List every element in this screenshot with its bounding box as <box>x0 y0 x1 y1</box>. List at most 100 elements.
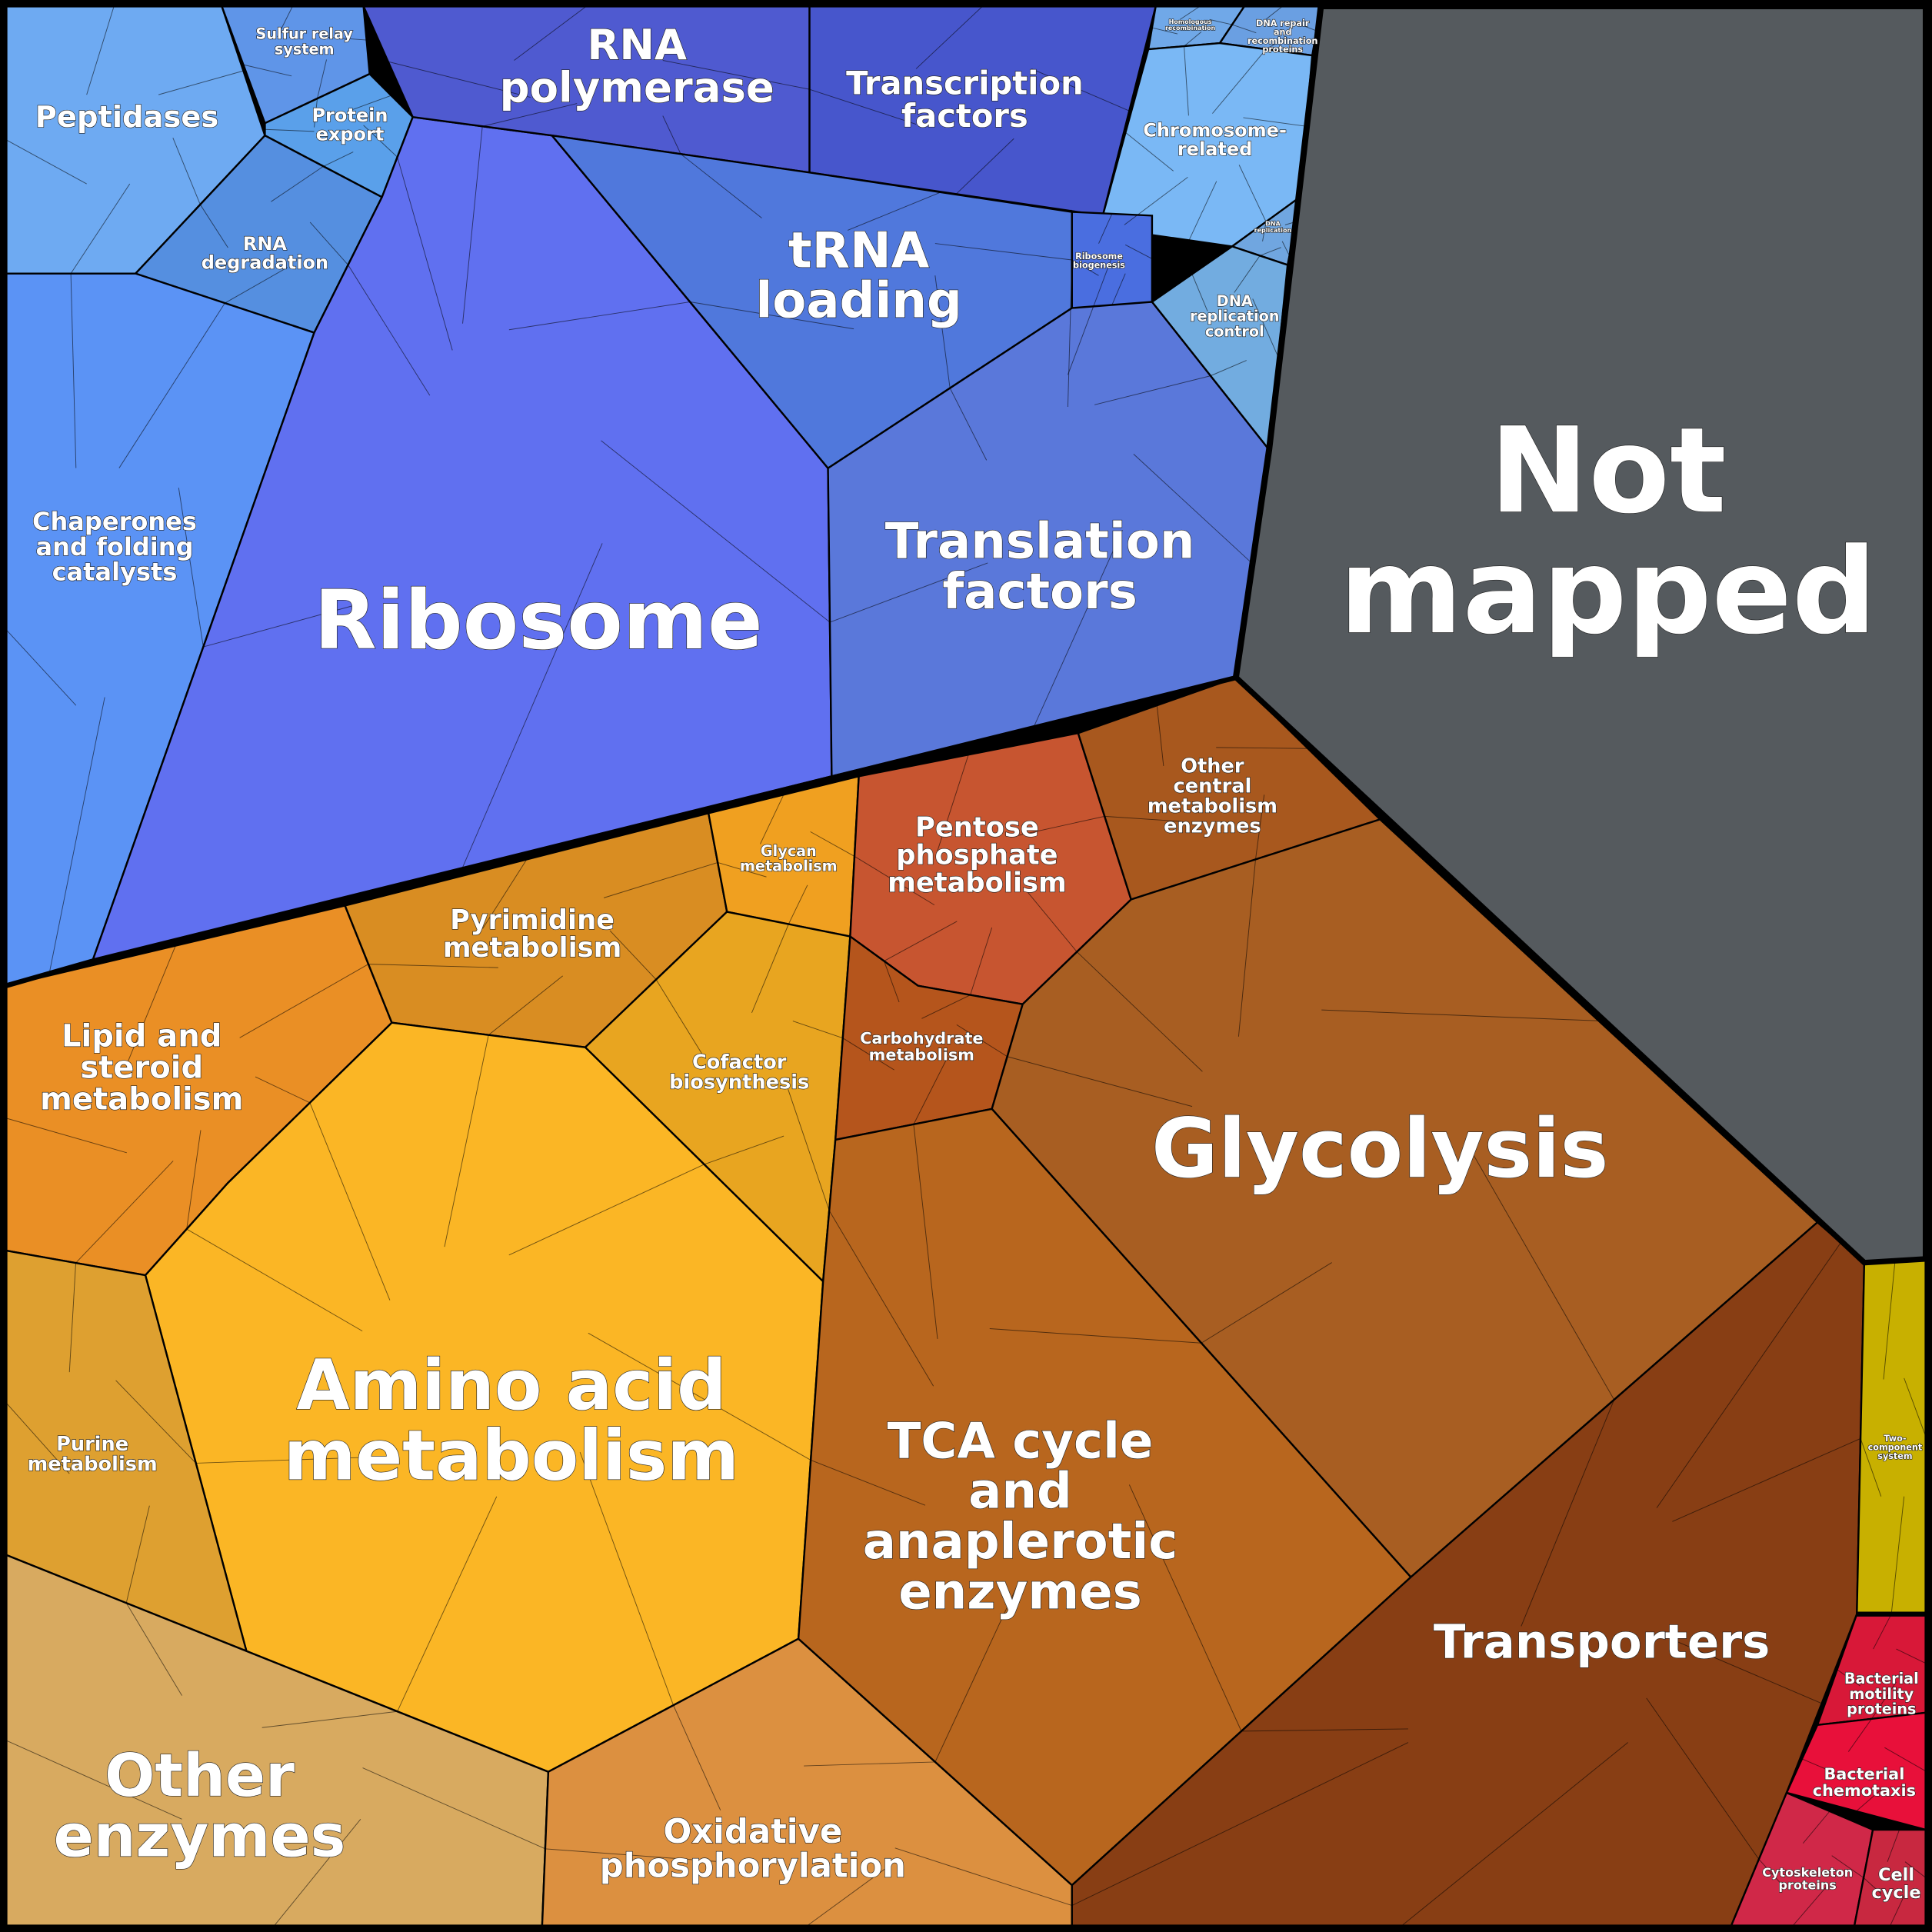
label-line: Cofactor <box>692 1051 787 1074</box>
region-label: Transcription factors <box>846 65 1084 135</box>
label-line: phosphorylation <box>600 1847 906 1885</box>
cell-edge <box>588 1332 811 1461</box>
cell-edge <box>178 488 204 648</box>
label-line: RNA <box>587 20 687 69</box>
cell-edge <box>199 204 228 248</box>
label-line: factors <box>942 563 1137 620</box>
label-line: Ribosome <box>314 573 762 668</box>
label-line: metabolism <box>1148 795 1277 818</box>
cell-edge <box>1179 5 1201 20</box>
cell-edge <box>115 1380 197 1464</box>
cell-edge <box>970 927 993 995</box>
cell-edge <box>854 856 935 906</box>
label-line: TCA cycle <box>888 1413 1154 1470</box>
cell-edge <box>1191 274 1208 311</box>
cell-edge <box>1656 1242 1841 1508</box>
cell-edge <box>1151 27 1178 35</box>
cell-edge <box>514 5 587 61</box>
label-line: DNA <box>1265 220 1281 227</box>
cell-edge <box>118 302 225 468</box>
cell-edge <box>397 1496 498 1712</box>
label-line: catalysts <box>52 558 178 587</box>
cell-edge <box>1124 244 1153 259</box>
cell-edge <box>1184 46 1189 116</box>
cell-edge <box>894 1847 1072 1907</box>
label-line: component <box>1868 1442 1923 1452</box>
cell-edge <box>1801 1758 1839 1775</box>
label-line: Bacterial <box>1824 1765 1904 1784</box>
cell-edge <box>673 1705 721 1810</box>
cell-edge <box>1104 815 1181 822</box>
label-line: Glycan <box>761 841 817 859</box>
cell-edge <box>70 273 77 468</box>
label-line: Other <box>105 1742 295 1810</box>
cell-edge <box>1071 1742 1409 1906</box>
cells <box>5 5 1927 1927</box>
cell-edge <box>225 267 288 304</box>
region-label: Other central metabolism enzymes <box>1148 754 1277 838</box>
region-label: Homologous recombination <box>1165 18 1216 31</box>
cell-edge <box>921 994 971 1019</box>
cell-edge <box>86 5 115 95</box>
region-label: Glycolysis <box>1151 1101 1608 1196</box>
cell-edge <box>70 183 131 274</box>
cell-edge <box>265 128 315 132</box>
label-line: and folding <box>35 532 193 561</box>
cell-edge <box>1007 1056 1193 1108</box>
cell-edge <box>1156 705 1164 766</box>
cell-edge <box>545 1848 719 1862</box>
label-line: replication <box>1190 307 1279 325</box>
cell-edge <box>1133 454 1253 565</box>
label-line: enzymes <box>898 1564 1142 1621</box>
cell-edge <box>1071 259 1099 276</box>
cell-edge <box>1094 375 1211 405</box>
region-label: DNA replication control <box>1190 292 1279 340</box>
cell-edge <box>603 861 718 898</box>
cell-edge <box>324 36 367 41</box>
cell-edge <box>934 1587 1017 1763</box>
label-line: replication <box>1254 226 1292 233</box>
cell-edge <box>172 138 201 205</box>
region-label: Purine metabolism <box>28 1433 158 1476</box>
region-label: DNA replication <box>1254 220 1292 233</box>
cell-edge <box>397 157 453 351</box>
cell-edge <box>601 440 831 623</box>
cell-edge <box>1890 1496 1905 1614</box>
region-label: Pentose phosphate metabolism <box>888 811 1067 898</box>
cell-edge <box>482 103 578 127</box>
cell-edge <box>1262 222 1267 242</box>
label-line: and <box>968 1463 1072 1520</box>
cell-edge <box>462 126 483 324</box>
cell-edge <box>125 1505 150 1604</box>
cell-edge <box>5 1740 182 1820</box>
cell-edge <box>314 98 318 128</box>
label-line: proteins <box>1262 45 1303 55</box>
label-line: loading <box>755 272 962 329</box>
label-line: Peptidases <box>35 99 219 134</box>
cell-edge <box>1188 181 1217 241</box>
cell-edge <box>956 1024 1008 1058</box>
cell-edge <box>1128 1484 1242 1732</box>
cell-edge <box>1124 177 1188 225</box>
region-label: Bacterial chemotaxis <box>1813 1765 1916 1800</box>
cell-edge <box>277 5 293 38</box>
cell-edge <box>5 1402 70 1474</box>
cell-edge <box>949 388 988 461</box>
cell-edge <box>125 1603 182 1696</box>
cell-edge <box>680 153 762 218</box>
region-label: Ribosome biogenesis <box>1073 251 1125 270</box>
region-label: TCA cycle and anaplerotic enzymes <box>863 1413 1178 1621</box>
cell-edge <box>1873 1614 1892 1650</box>
cell-edge <box>1890 1894 1906 1927</box>
cell-edge <box>239 964 369 1038</box>
region-label: Chaperones and folding catalysts <box>32 507 197 586</box>
cell-edge <box>1521 1399 1615 1627</box>
label-line: steroid <box>80 1051 203 1086</box>
cell-edge <box>1884 1747 1927 1772</box>
label-line: Cell <box>1878 1865 1914 1885</box>
cell-edge <box>884 961 900 1003</box>
label-line: enzymes <box>1164 815 1261 838</box>
cell-edge <box>508 301 691 331</box>
